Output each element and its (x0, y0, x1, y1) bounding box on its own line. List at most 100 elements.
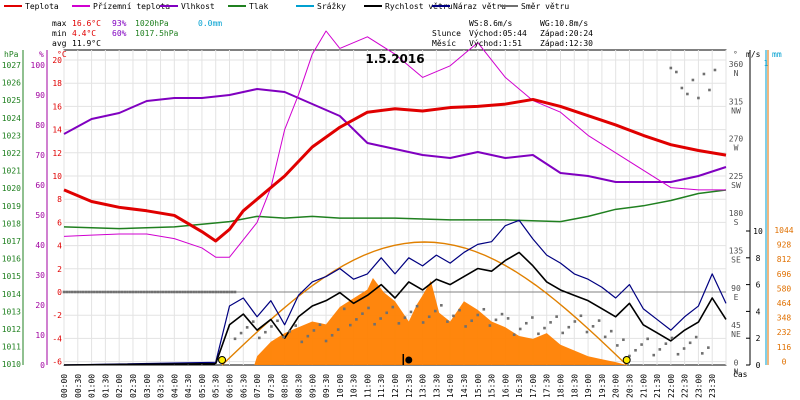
wind-direction-point (397, 322, 401, 325)
wind-direction-point (591, 325, 595, 328)
stat-min-pressure: 1017.5hPa (135, 29, 179, 38)
time-tick-label: 09:00 (308, 374, 317, 398)
time-tick-label: 23:00 (694, 374, 703, 398)
wind-direction-point (150, 290, 154, 294)
time-axis-label: čas (733, 369, 748, 379)
ms-tick-label: 2 (756, 334, 761, 343)
time-tick-label: 22:00 (667, 374, 676, 398)
degc-tick-label: 4 (57, 242, 62, 251)
wind-direction-point (167, 290, 171, 294)
wind-direction-point (713, 68, 717, 72)
legend-label: Směr větru (521, 2, 569, 11)
wind-direction-point (579, 314, 583, 318)
time-tick-label: 15:30 (488, 374, 497, 398)
wind-direction-point (84, 290, 88, 294)
wind-direction-point (518, 327, 522, 331)
time-tick-label: 00:00 (60, 374, 69, 398)
time-tick-label: 13:00 (419, 374, 428, 398)
time-tick-label: 12:30 (405, 374, 414, 398)
wind-direction-point (79, 290, 82, 294)
ms-tick-label: 6 (756, 281, 761, 290)
legend-label: Srážky (317, 2, 346, 11)
wind-direction-point (409, 310, 413, 314)
wind-direction-point (361, 312, 364, 315)
hpa-tick-label: 1019 (2, 202, 21, 211)
wind-direction-point (300, 340, 304, 344)
wind-direction-point (415, 304, 419, 308)
wind-direction-point (494, 318, 498, 322)
solar-tick-label: 696 (777, 270, 792, 279)
time-tick-label: 02:30 (129, 374, 138, 398)
stat-avg-label: avg (52, 39, 67, 48)
wind-direction-point (101, 290, 104, 294)
solar-tick-label: 232 (777, 328, 792, 337)
wind-direction-point (646, 337, 649, 341)
wind-direction-point (270, 325, 273, 328)
dir-tick-value: 135 (729, 247, 744, 256)
wind-speed-stat: WS:8.6m/s (469, 19, 513, 28)
time-tick-label: 20:00 (612, 374, 621, 398)
wind-direction-point (117, 290, 121, 294)
time-tick-label: 06:00 (226, 374, 235, 398)
time-tick-label: 11:30 (377, 374, 386, 398)
pct-tick-label: 20 (35, 301, 45, 310)
hpa-axis-label: hPa (4, 50, 19, 59)
hpa-tick-label: 1013 (2, 307, 21, 316)
time-tick-label: 06:30 (239, 374, 248, 398)
pct-tick-label: 40 (35, 241, 45, 250)
wind-direction-point (573, 320, 577, 323)
hpa-tick-label: 1014 (2, 290, 21, 299)
wind-direction-point (164, 290, 168, 294)
wind-direction-point (433, 309, 437, 313)
wind-direction-point (264, 330, 267, 334)
time-tick-label: 21:00 (639, 374, 648, 398)
hpa-tick-label: 1016 (2, 255, 21, 264)
wind-direction-point (658, 348, 662, 351)
wind-direction-point (112, 290, 115, 294)
time-tick-label: 12:00 (391, 374, 400, 398)
wind-gust-stat: WG:10.8m/s (540, 19, 588, 28)
degc-tick-label: 12 (52, 149, 62, 158)
wind-direction-point (634, 348, 637, 352)
wind-direction-point (184, 290, 187, 294)
pct-tick-label: 50 (35, 211, 45, 220)
wind-direction-point (87, 290, 91, 294)
wind-direction-point (206, 290, 209, 294)
time-tick-label: 13:30 (432, 374, 441, 398)
wind-direction-point (367, 306, 370, 310)
sun-set: Západ:20:24 (540, 29, 593, 38)
wind-direction-point (686, 92, 689, 96)
solar-tick-label: 1044 (774, 226, 793, 235)
time-tick-label: 02:00 (115, 374, 124, 398)
time-tick-label: 14:30 (460, 374, 469, 398)
sun-event-marker (622, 356, 631, 364)
wind-direction-point (676, 352, 680, 356)
stat-min-label: min (52, 29, 67, 38)
mm-axis-label: mm (772, 50, 782, 59)
time-tick-label: 16:30 (515, 374, 524, 398)
hpa-tick-label: 1015 (2, 272, 21, 281)
stat-max-pressure: 1020hPa (135, 19, 169, 28)
wind-direction-point (82, 290, 85, 294)
wind-direction-point (691, 78, 695, 82)
pct-tick-label: 0 (40, 361, 45, 370)
wind-direction-point (628, 354, 631, 358)
legend-label: Tlak (249, 2, 268, 11)
wind-direction-point (233, 337, 237, 341)
degc-axis-label: °C (57, 50, 67, 59)
time-tick-label: 16:00 (501, 374, 510, 398)
wind-direction-point (189, 290, 193, 294)
wind-direction-point (197, 290, 201, 294)
hpa-tick-label: 1026 (2, 79, 21, 88)
hpa-tick-label: 1023 (2, 131, 21, 140)
wind-direction-point (178, 290, 182, 294)
dir-tick-name: N (734, 367, 739, 376)
degc-tick-label: 0 (57, 288, 62, 297)
wind-direction-point (98, 290, 102, 294)
wind-direction-point (139, 290, 143, 294)
time-tick-label: 04:30 (184, 374, 193, 398)
solar-tick-label: 928 (777, 241, 792, 250)
wind-direction-point (175, 290, 179, 294)
wind-direction-point (403, 316, 407, 319)
hpa-tick-label: 1025 (2, 96, 21, 105)
